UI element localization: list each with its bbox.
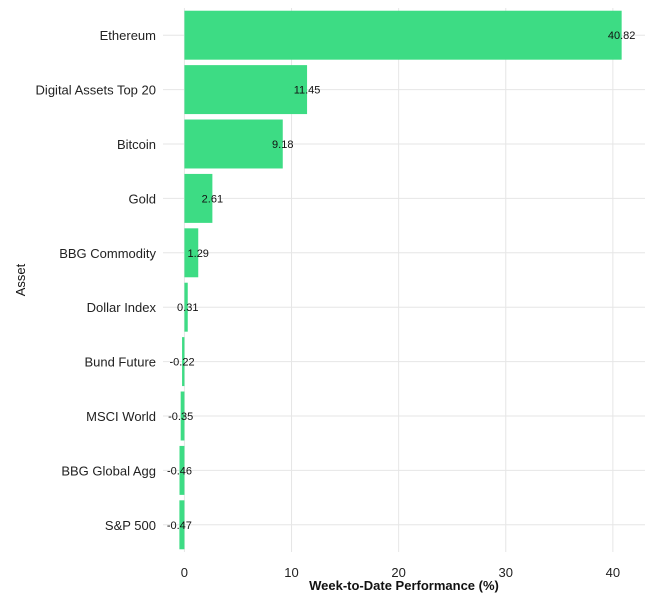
bar — [184, 228, 199, 278]
category-labels: Ethereum Digital Assets Top 20 Bitcoin Gold… — [36, 28, 157, 533]
bar — [184, 65, 308, 115]
bar — [182, 337, 185, 387]
category-label: Gold — [129, 191, 156, 206]
x-tick-label: 40 — [606, 565, 620, 580]
category-label: Bund Future — [84, 355, 156, 370]
bar — [184, 119, 283, 169]
bar — [179, 445, 185, 495]
data-label: 1.29 — [188, 248, 209, 260]
category-label: BBG Global Agg — [61, 463, 156, 478]
bar — [184, 173, 213, 223]
bar — [179, 500, 185, 550]
x-tick-labels: 0 10 20 30 40 — [181, 565, 620, 580]
bar — [184, 10, 622, 60]
category-label: Bitcoin — [117, 137, 156, 152]
x-axis-title: Week-to-Date Performance (%) — [309, 578, 499, 593]
data-labels: 40.82 11.45 9.18 2.61 1.29 0.31 -0.22 -0.35 -0.4… — [167, 30, 636, 532]
x-tick-label: 0 — [181, 565, 188, 580]
category-label: Dollar Index — [87, 300, 157, 315]
category-label: BBG Commodity — [59, 246, 156, 261]
data-label: 9.18 — [272, 139, 293, 151]
data-label: 11.45 — [294, 85, 321, 97]
data-label: 0.31 — [177, 302, 198, 314]
category-label: S&P 500 — [105, 518, 156, 533]
data-label: -0.46 — [167, 465, 192, 477]
data-label: 2.61 — [202, 193, 223, 205]
x-tick-label: 20 — [391, 565, 405, 580]
x-tick-label: 10 — [284, 565, 298, 580]
data-label: -0.22 — [170, 357, 195, 369]
x-tick-label: 30 — [499, 565, 513, 580]
category-label: Ethereum — [100, 28, 156, 43]
data-label: -0.35 — [168, 411, 193, 423]
data-label: -0.47 — [167, 520, 192, 532]
bar — [184, 282, 188, 332]
data-label: 40.82 — [608, 30, 636, 42]
bars — [179, 10, 622, 550]
bar — [180, 391, 185, 441]
y-axis-title: Asset — [13, 263, 28, 296]
category-label: Digital Assets Top 20 — [36, 83, 156, 98]
category-label: MSCI World — [86, 409, 156, 424]
